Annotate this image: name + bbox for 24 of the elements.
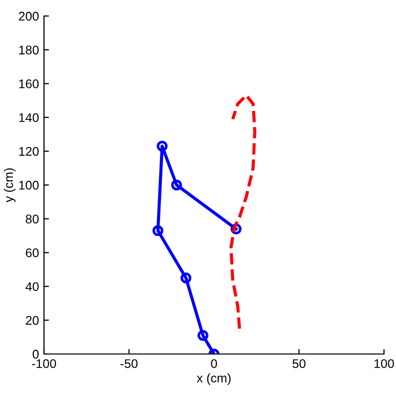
y-tick-label: 100: [19, 180, 39, 190]
line-series: [229, 94, 256, 330]
x-tick-label: -100: [32, 359, 56, 368]
y-tick-label: 160: [19, 79, 39, 88]
x-tick-label: 0: [211, 359, 217, 368]
y-tick-label: 120: [19, 147, 39, 156]
y-tick-label: 0: [32, 350, 39, 359]
y-tick-label: 80: [26, 214, 39, 224]
y-tick-label: 140: [19, 113, 39, 122]
x-tick-label: 100: [374, 359, 394, 368]
point: [171, 180, 182, 190]
point: [152, 225, 164, 236]
y-axis-title: y (cm): [4, 168, 16, 202]
x-axis-title: x (cm): [196, 373, 231, 385]
y-tick-label: 20: [26, 316, 39, 325]
point: [198, 330, 208, 341]
point: [180, 272, 192, 284]
y-tick-label: 60: [26, 248, 39, 258]
y-tick-label: 180: [19, 46, 39, 54]
y-tick-label: 40: [26, 282, 39, 292]
point: [156, 140, 168, 152]
x-tick-label: 50: [292, 359, 306, 368]
y-tick-label: 200: [18, 12, 39, 21]
x-tick-label: -50: [120, 359, 138, 368]
